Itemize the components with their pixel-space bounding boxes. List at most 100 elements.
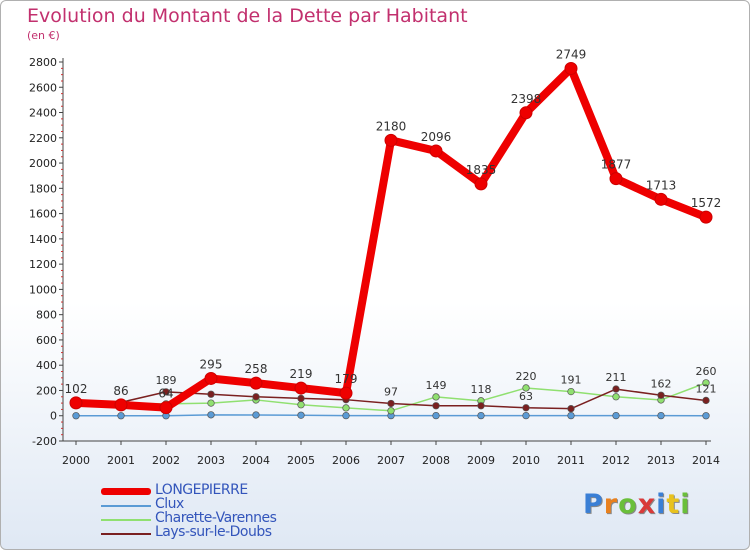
data-point-clux[interactable]: [117, 412, 125, 420]
data-point-longepierre[interactable]: [69, 396, 83, 410]
data-label-longepierre: 64: [158, 387, 173, 401]
data-point-clux[interactable]: [702, 412, 710, 420]
y-tick-label: 2800: [29, 56, 57, 69]
x-tick-label: 2014: [692, 454, 720, 467]
legend-label-lays-sur-le-doubs: Lays-sur-le-Doubs: [155, 524, 272, 540]
x-tick-label: 2008: [422, 454, 450, 467]
y-tick-label: 800: [36, 309, 57, 322]
data-point-longepierre[interactable]: [294, 381, 308, 395]
data-label-longepierre: 2398: [511, 92, 542, 106]
data-label-longepierre: 1713: [646, 178, 677, 192]
y-tick-label: 1600: [29, 208, 57, 221]
y-tick-label: 1200: [29, 258, 57, 271]
data-point-clux[interactable]: [297, 411, 305, 419]
data-point-clux[interactable]: [477, 411, 485, 420]
data-point-clux[interactable]: [252, 411, 260, 419]
data-point-longepierre[interactable]: [429, 144, 443, 158]
legend-label-longepierre: LONGEPIERRE: [155, 482, 248, 498]
data-point-lays-sur-le-doubs[interactable]: [162, 388, 170, 396]
data-label-charette-varennes: 191: [561, 374, 582, 387]
data-point-longepierre[interactable]: [654, 192, 668, 206]
data-point-lays-sur-le-doubs[interactable]: [297, 394, 305, 403]
data-point-lays-sur-le-doubs[interactable]: [567, 405, 575, 413]
x-tick-label: 2002: [152, 454, 180, 467]
proxiti-logo: Proxiti: [583, 489, 691, 520]
data-point-charette-varennes[interactable]: [432, 393, 440, 401]
data-point-clux[interactable]: [432, 411, 440, 420]
legend-label-clux: Clux: [155, 496, 184, 512]
data-point-charette-varennes[interactable]: [387, 407, 395, 415]
data-label-lays-sur-le-doubs: 162: [651, 377, 672, 390]
data-point-lays-sur-le-doubs[interactable]: [387, 399, 395, 408]
data-label-longepierre: 295: [200, 357, 223, 371]
data-point-longepierre[interactable]: [159, 401, 173, 415]
x-tick-label: 2010: [512, 454, 540, 467]
data-label-charette-varennes: 260: [696, 365, 717, 378]
x-tick-label: 2009: [467, 454, 495, 467]
data-point-charette-varennes[interactable]: [342, 404, 350, 412]
logo-letter: t: [666, 489, 681, 520]
data-point-clux[interactable]: [207, 411, 215, 419]
data-point-longepierre[interactable]: [114, 398, 128, 412]
data-point-longepierre[interactable]: [249, 376, 263, 390]
data-label-longepierre: 1877: [601, 158, 632, 172]
data-point-clux[interactable]: [612, 411, 620, 420]
data-point-longepierre[interactable]: [474, 177, 488, 191]
data-point-charette-varennes[interactable]: [702, 379, 710, 387]
data-point-clux[interactable]: [72, 412, 80, 420]
data-point-clux[interactable]: [342, 411, 350, 420]
x-tick-label: 2004: [242, 454, 270, 467]
data-point-lays-sur-le-doubs[interactable]: [252, 393, 260, 401]
data-point-charette-varennes[interactable]: [297, 401, 305, 409]
logo-letter: P: [583, 489, 604, 520]
data-point-lays-sur-le-doubs[interactable]: [432, 402, 440, 410]
x-tick-label: 2007: [377, 454, 405, 467]
data-point-longepierre[interactable]: [699, 210, 713, 224]
data-point-longepierre[interactable]: [609, 172, 623, 186]
chart-data-labels: 149 118 220 191 260 189 97 63 211 162 121 102 86 64 29…: [65, 47, 722, 402]
data-point-longepierre[interactable]: [564, 61, 578, 75]
data-label-lays-sur-le-doubs: 189: [156, 374, 177, 387]
legend-swatch-charette-varennes: [101, 519, 151, 521]
data-point-charette-varennes[interactable]: [612, 393, 620, 401]
data-point-clux[interactable]: [522, 411, 530, 420]
y-tick-label: 2600: [29, 81, 57, 94]
data-label-lays-sur-le-doubs: 97: [384, 385, 398, 398]
data-point-lays-sur-le-doubs[interactable]: [207, 390, 215, 398]
y-tick-label: 0: [50, 410, 57, 423]
x-tick-label: 2005: [287, 454, 315, 467]
legend-swatch-clux: [101, 505, 151, 507]
data-point-charette-varennes[interactable]: [522, 384, 530, 392]
x-tick-label: 2011: [557, 454, 585, 467]
data-point-charette-varennes[interactable]: [207, 399, 215, 407]
data-point-lays-sur-le-doubs[interactable]: [612, 385, 620, 393]
data-point-clux[interactable]: [567, 411, 575, 420]
data-point-longepierre[interactable]: [519, 106, 533, 120]
data-label-lays-sur-le-doubs: 211: [606, 371, 627, 384]
data-label-longepierre: 102: [65, 382, 88, 396]
data-label-longepierre: 179: [335, 372, 358, 386]
data-point-lays-sur-le-doubs[interactable]: [657, 391, 665, 399]
y-tick-label: 1800: [29, 182, 57, 195]
data-label-lays-sur-le-doubs: 121: [696, 382, 717, 395]
data-point-lays-sur-le-doubs[interactable]: [702, 396, 710, 405]
data-point-longepierre[interactable]: [339, 386, 353, 400]
data-point-charette-varennes[interactable]: [567, 387, 575, 396]
data-point-clux[interactable]: [657, 411, 665, 420]
data-point-longepierre[interactable]: [384, 133, 398, 147]
x-tick-label: 2012: [602, 454, 630, 467]
logo-letter: x: [637, 489, 657, 520]
y-tick-label: 200: [36, 384, 57, 397]
x-tick-label: 2013: [647, 454, 675, 467]
data-label-charette-varennes: 118: [471, 383, 492, 396]
y-tick-label: 1400: [29, 233, 57, 246]
y-tick-label: 1000: [29, 283, 57, 296]
data-point-longepierre[interactable]: [204, 371, 218, 385]
data-label-longepierre: 258: [245, 362, 268, 376]
x-tick-label: 2003: [197, 454, 225, 467]
y-tick-label: 2400: [29, 107, 57, 120]
data-point-lays-sur-le-doubs[interactable]: [477, 402, 485, 410]
data-point-lays-sur-le-doubs[interactable]: [522, 404, 530, 412]
logo-letter: i: [656, 489, 667, 520]
chart-subtitle: (en €): [27, 29, 60, 42]
